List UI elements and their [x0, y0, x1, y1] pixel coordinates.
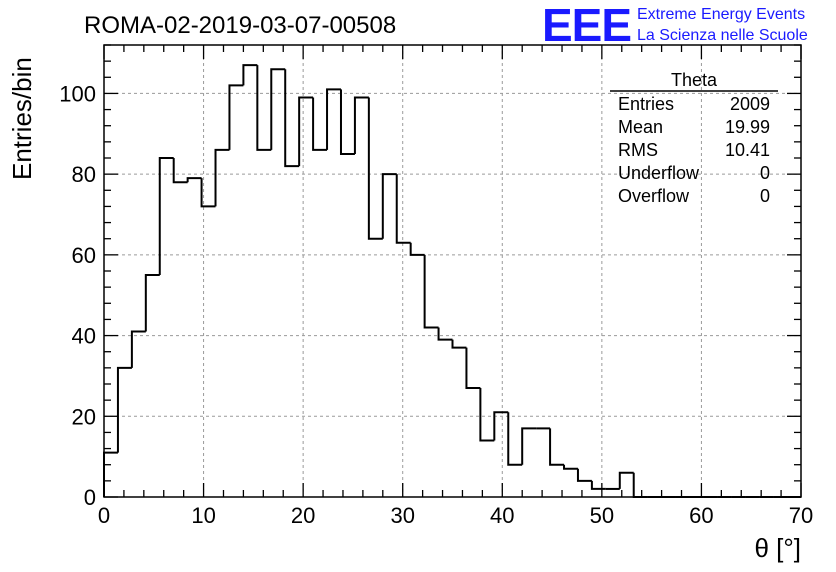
histogram-bin [158, 157, 174, 276]
histogram-bin [367, 97, 383, 240]
axis-ticks [103, 44, 802, 498]
x-tick-label: 60 [689, 503, 713, 528]
histogram-bin [423, 254, 439, 329]
eee-logo-mark: EEE [542, 0, 631, 51]
y-tick-label: 80 [72, 162, 96, 187]
y-tick-label: 40 [72, 324, 96, 349]
x-tick-label: 10 [191, 503, 215, 528]
histogram-bin [116, 366, 132, 453]
histogram-bars [103, 64, 801, 498]
stats-row-value: 0 [760, 163, 770, 183]
histogram-bin [284, 69, 300, 168]
histogram-bin [298, 96, 314, 167]
histogram-bin [339, 89, 355, 155]
histogram-bin [549, 428, 565, 466]
histogram-bin [103, 451, 118, 497]
histogram-bin [200, 178, 216, 208]
stats-row-label: Underflow [618, 163, 700, 183]
histogram-bin [576, 468, 592, 482]
stats-row-label: Overflow [618, 186, 690, 206]
plot-frame [103, 44, 802, 498]
stats-row-value: 0 [760, 186, 770, 206]
histogram-bin [312, 97, 328, 151]
stats-row-value: 2009 [730, 94, 770, 114]
histogram-bin [256, 65, 272, 151]
stats-row-value: 19.99 [725, 117, 770, 137]
stats-row-label: Mean [618, 117, 663, 137]
logo-line-2: La Scienza nelle Scuole [637, 27, 808, 44]
x-tick-label: 20 [291, 503, 315, 528]
histogram-bin [465, 347, 481, 390]
histogram-bin [521, 427, 537, 465]
tick-labels: 0 10 20 30 40 50 60 70 0 20 40 60 80 100 [59, 81, 813, 528]
stats-row-value: 10.41 [725, 140, 770, 160]
grid-lines [104, 45, 801, 497]
histogram-bin [130, 330, 146, 368]
y-tick-label: 0 [84, 485, 96, 510]
stats-box-name: Theta [671, 70, 718, 90]
histogram-bin [479, 388, 495, 442]
histogram-bin [618, 471, 634, 489]
histogram-bin [172, 158, 188, 184]
histogram-bin [395, 174, 411, 244]
histogram-bin [563, 464, 578, 470]
histogram-bin [381, 173, 397, 239]
logo-line-1: Extreme Energy Events [637, 6, 805, 23]
stats-row-label: Entries [618, 94, 674, 114]
histogram-bin [326, 88, 341, 150]
y-tick-label: 60 [72, 243, 96, 268]
histogram-bin [451, 339, 467, 349]
stats-box: Theta Entries 2009 Mean 19.99 RMS 10.41 Underfl… [610, 70, 778, 206]
x-tick-label: 30 [390, 503, 414, 528]
histogram-bin [144, 274, 160, 332]
chart-title: ROMA-02-2019-03-07-00508 [84, 12, 396, 39]
histogram-bin [632, 472, 648, 498]
stats-row-label: RMS [618, 140, 658, 160]
histogram-bin [493, 411, 509, 441]
x-tick-label: 70 [789, 503, 813, 528]
y-axis-label: Entries/bin [7, 57, 37, 180]
histogram-bin [214, 148, 230, 207]
x-axis-label: θ [°] [754, 533, 801, 563]
x-tick-label: 50 [590, 503, 614, 528]
histogram-bin [186, 177, 202, 183]
histogram-bin [242, 64, 258, 86]
x-tick-label: 40 [490, 503, 514, 528]
histogram-bin [228, 84, 244, 150]
histogram-bin [507, 412, 523, 466]
histogram-bin [437, 327, 453, 341]
histogram-bin [270, 68, 286, 150]
histogram-bin [590, 480, 606, 490]
x-tick-label: 0 [98, 503, 110, 528]
histogram-bin [409, 242, 425, 256]
y-tick-label: 100 [59, 81, 96, 106]
y-tick-label: 20 [72, 404, 96, 429]
histogram-bin [353, 96, 369, 154]
